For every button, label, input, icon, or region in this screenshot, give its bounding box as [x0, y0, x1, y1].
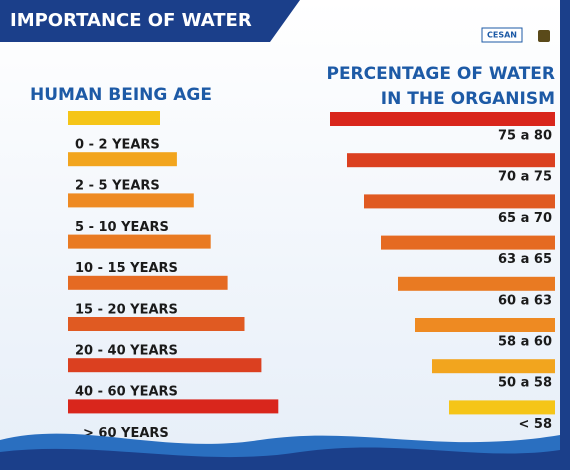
logo: CESAN — [487, 31, 517, 40]
logo-box — [481, 27, 523, 43]
percentage-label: 75 a 80 — [498, 129, 552, 144]
water-bar — [381, 235, 555, 250]
emblem — [538, 30, 550, 42]
right-heading: PERCENTAGE OF WATER — [326, 64, 555, 84]
age-bar — [68, 111, 160, 125]
right-heading: IN THE ORGANISM — [381, 89, 555, 109]
percentage-label: 70 a 75 — [498, 170, 552, 185]
percentage-label: 60 a 63 — [498, 293, 552, 308]
age-label: 0 - 2 YEARS — [75, 138, 160, 153]
age-bar — [68, 275, 228, 290]
age-bar — [68, 152, 177, 167]
age-bar — [68, 234, 211, 249]
age-bar — [68, 193, 194, 208]
age-bar — [68, 399, 279, 414]
percentage-label: 63 a 65 — [498, 252, 552, 267]
age-label: 5 - 10 YEARS — [75, 220, 169, 235]
water-bar — [449, 400, 555, 415]
water-bar — [398, 276, 555, 291]
age-bar — [68, 317, 245, 331]
rows: 0 - 2 YEARS 2 - 5 YEARS 5 - 10 YEARS 10 - 1… — [68, 111, 555, 441]
title-band — [0, 0, 300, 42]
age-label: 10 - 15 YEARS — [75, 261, 178, 276]
water-bar — [432, 359, 555, 374]
water-bar — [347, 153, 555, 168]
wave — [0, 447, 560, 470]
age-label: 2 - 5 YEARS — [75, 179, 160, 194]
water-bar — [415, 318, 555, 332]
water-bar — [364, 194, 555, 209]
water-bar — [330, 112, 555, 126]
left-heading: HUMAN BEING AGE — [30, 85, 212, 105]
percentage-label: < 58 — [518, 417, 552, 432]
age-bar — [68, 358, 262, 373]
age-label: 20 - 40 YEARS — [75, 344, 178, 359]
age-label: 40 - 60 YEARS — [75, 385, 178, 400]
percentage-label: 58 a 60 — [498, 335, 552, 350]
percentage-label: 65 a 70 — [498, 211, 552, 226]
percentage-label: 50 a 58 — [498, 376, 552, 391]
side-strip — [560, 0, 570, 470]
age-label: 15 - 20 YEARS — [75, 302, 178, 317]
title: IMPORTANCE OF WATER — [10, 10, 252, 31]
